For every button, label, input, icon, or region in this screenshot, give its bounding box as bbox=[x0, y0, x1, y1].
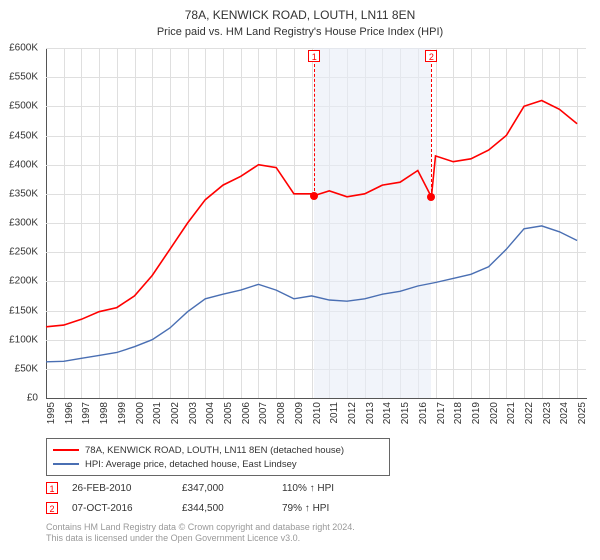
sale-row: 2 07-OCT-2016£344,50079% ↑ HPI bbox=[46, 498, 382, 518]
chart-subtitle: Price paid vs. HM Land Registry's House … bbox=[0, 24, 600, 38]
y-axis-label: £450K bbox=[9, 130, 38, 141]
y-axis-label: £50K bbox=[15, 363, 38, 374]
x-axis-label: 1998 bbox=[99, 402, 110, 424]
x-axis-label: 1997 bbox=[81, 402, 92, 424]
y-axis-label: £200K bbox=[9, 276, 38, 287]
y-axis-label: £350K bbox=[9, 188, 38, 199]
sales-table: 1 26-FEB-2010£347,000110% ↑ HPI 2 07-OCT-20… bbox=[46, 478, 382, 518]
footnote-line2: This data is licensed under the Open Gov… bbox=[46, 533, 355, 544]
legend-item: HPI: Average price, detached house, East… bbox=[53, 457, 383, 471]
x-axis-label: 2005 bbox=[223, 402, 234, 424]
marker-box-1: 1 bbox=[308, 50, 320, 62]
y-axis-label: £550K bbox=[9, 72, 38, 83]
chart-area: 12 £0£50K£100K£150K£200K£250K£300K£350K£… bbox=[46, 48, 586, 398]
sale-price: £347,000 bbox=[182, 483, 282, 494]
marker-dot-1 bbox=[310, 192, 318, 200]
x-axis-label: 2022 bbox=[524, 402, 535, 424]
sale-date: 07-OCT-2016 bbox=[72, 503, 182, 514]
x-axis-label: 2011 bbox=[329, 402, 340, 424]
x-axis-label: 2024 bbox=[559, 402, 570, 424]
y-axis-label: £0 bbox=[27, 393, 38, 404]
legend: 78A, KENWICK ROAD, LOUTH, LN11 8EN (deta… bbox=[46, 438, 390, 476]
line-chart-svg bbox=[46, 48, 586, 398]
sale-price: £344,500 bbox=[182, 503, 282, 514]
series-property bbox=[46, 101, 577, 327]
x-axis-label: 2025 bbox=[577, 402, 588, 424]
y-axis-label: £100K bbox=[9, 334, 38, 345]
legend-label: HPI: Average price, detached house, East… bbox=[85, 459, 297, 470]
chart-container: 78A, KENWICK ROAD, LOUTH, LN11 8EN Price… bbox=[0, 0, 600, 560]
x-axis-label: 2001 bbox=[152, 402, 163, 424]
x-axis-label: 2012 bbox=[347, 402, 358, 424]
y-axis-label: £500K bbox=[9, 101, 38, 112]
y-axis-label: £600K bbox=[9, 43, 38, 54]
x-axis-label: 2009 bbox=[294, 402, 305, 424]
x-axis-label: 2020 bbox=[489, 402, 500, 424]
series-hpi bbox=[46, 226, 577, 362]
x-axis-label: 2000 bbox=[135, 402, 146, 424]
legend-label: 78A, KENWICK ROAD, LOUTH, LN11 8EN (deta… bbox=[85, 445, 344, 456]
x-axis-label: 2023 bbox=[542, 402, 553, 424]
chart-title: 78A, KENWICK ROAD, LOUTH, LN11 8EN bbox=[0, 0, 600, 24]
footnote: Contains HM Land Registry data © Crown c… bbox=[46, 522, 355, 545]
x-axis-label: 2021 bbox=[506, 402, 517, 424]
x-axis-label: 2003 bbox=[188, 402, 199, 424]
y-axis-label: £250K bbox=[9, 247, 38, 258]
y-axis-label: £150K bbox=[9, 305, 38, 316]
marker-dot-2 bbox=[427, 193, 435, 201]
x-axis-label: 1999 bbox=[117, 402, 128, 424]
marker-line-1 bbox=[314, 64, 315, 196]
x-axis-label: 2015 bbox=[400, 402, 411, 424]
footnote-line1: Contains HM Land Registry data © Crown c… bbox=[46, 522, 355, 533]
x-axis-label: 2013 bbox=[365, 402, 376, 424]
sale-marker: 1 bbox=[46, 482, 58, 494]
sale-date: 26-FEB-2010 bbox=[72, 483, 182, 494]
x-axis-label: 2002 bbox=[170, 402, 181, 424]
x-axis-label: 1996 bbox=[64, 402, 75, 424]
y-axis-label: £300K bbox=[9, 218, 38, 229]
marker-box-2: 2 bbox=[425, 50, 437, 62]
x-axis-label: 2004 bbox=[205, 402, 216, 424]
x-axis-label: 2017 bbox=[436, 402, 447, 424]
x-axis-label: 2007 bbox=[258, 402, 269, 424]
marker-line-2 bbox=[431, 64, 432, 197]
legend-swatch bbox=[53, 463, 79, 465]
sale-marker: 2 bbox=[46, 502, 58, 514]
x-axis-label: 2010 bbox=[312, 402, 323, 424]
x-axis-label: 2018 bbox=[453, 402, 464, 424]
legend-item: 78A, KENWICK ROAD, LOUTH, LN11 8EN (deta… bbox=[53, 443, 383, 457]
x-axis-label: 2014 bbox=[382, 402, 393, 424]
sale-pct: 110% ↑ HPI bbox=[282, 483, 382, 494]
x-axis-label: 2019 bbox=[471, 402, 482, 424]
x-axis-label: 2016 bbox=[418, 402, 429, 424]
x-axis-label: 2008 bbox=[276, 402, 287, 424]
sale-row: 1 26-FEB-2010£347,000110% ↑ HPI bbox=[46, 478, 382, 498]
sale-pct: 79% ↑ HPI bbox=[282, 503, 382, 514]
x-axis-label: 1995 bbox=[46, 402, 57, 424]
legend-swatch bbox=[53, 449, 79, 451]
y-axis-label: £400K bbox=[9, 159, 38, 170]
x-axis-label: 2006 bbox=[241, 402, 252, 424]
